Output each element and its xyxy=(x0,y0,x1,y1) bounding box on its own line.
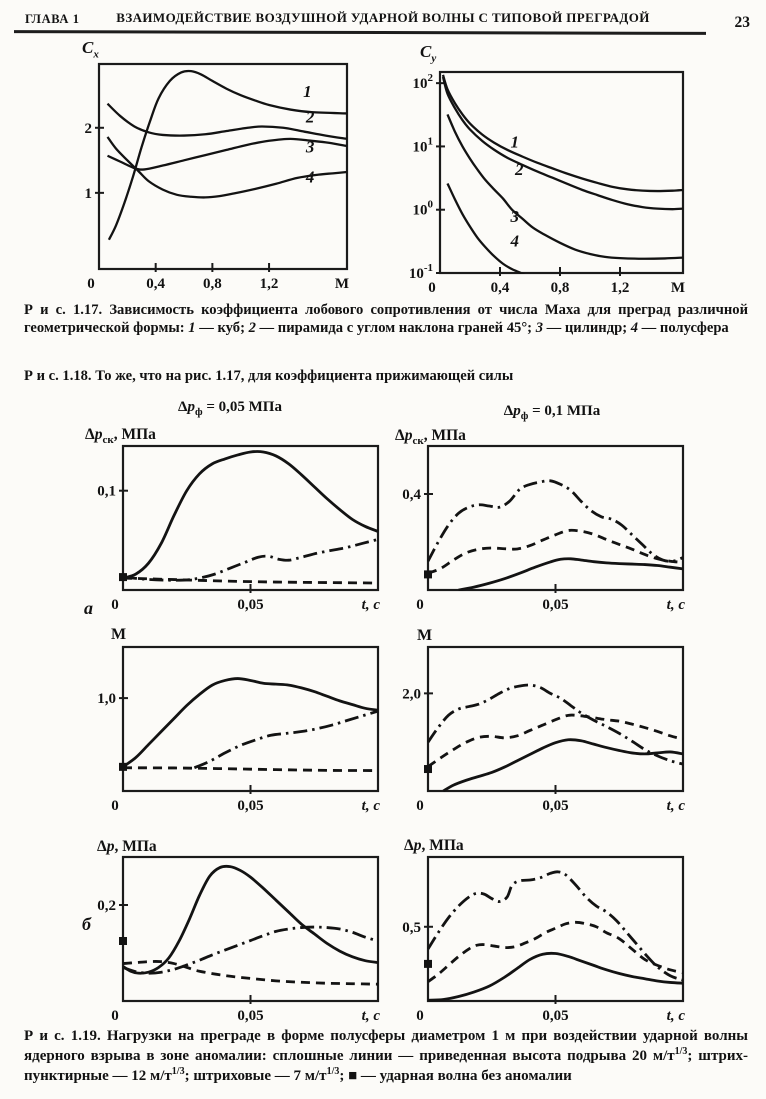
svg-text:101: 101 xyxy=(413,135,434,155)
svg-text:4: 4 xyxy=(305,167,315,186)
svg-text:0,1: 0,1 xyxy=(97,484,116,500)
svg-text:t, с: t, с xyxy=(362,798,381,814)
column-header-dpf-01: Δpф = 0,1 МПа xyxy=(503,403,601,422)
caption-fig-1-19: Р и с. 1.19. Нагрузки на преграде в форм… xyxy=(24,1028,748,1084)
svg-text:100: 100 xyxy=(413,199,434,219)
panel-label-a: а xyxy=(84,598,93,618)
svg-text:0,05: 0,05 xyxy=(237,1008,263,1024)
svg-text:0: 0 xyxy=(111,798,119,814)
svg-text:0,2: 0,2 xyxy=(97,898,116,914)
svg-text:10-1: 10-1 xyxy=(409,262,433,282)
caption-fig-1-17: Р и с. 1.17. Зависимость коэффициента ло… xyxy=(24,302,748,336)
chart-cy-vs-mach: 102 101 100 10-1 0,4 0,8 1,2 0 М 1 2 3 4 xyxy=(398,45,693,303)
svg-text:М: М xyxy=(671,280,685,296)
panel-label-b: б xyxy=(82,914,91,934)
svg-text:2: 2 xyxy=(85,121,93,137)
svg-text:0: 0 xyxy=(111,597,119,613)
psk-axis-label-right: Δpск, МПа xyxy=(395,427,466,448)
svg-text:0,05: 0,05 xyxy=(542,597,568,613)
svg-text:t, с: t, с xyxy=(667,597,686,613)
svg-text:t, с: t, с xyxy=(362,1008,381,1024)
running-title: ВЗАИМОДЕЙСТВИЕ ВОЗДУШНОЙ УДАРНОЙ ВОЛНЫ С… xyxy=(116,10,650,25)
svg-text:0,4: 0,4 xyxy=(491,280,510,296)
svg-text:t, с: t, с xyxy=(667,798,686,814)
chart-dp-01: 0,5 0,05 0 t, с xyxy=(390,843,690,1025)
svg-text:1,2: 1,2 xyxy=(260,276,279,292)
svg-text:2,0: 2,0 xyxy=(402,686,421,702)
page-number: 23 xyxy=(734,14,751,31)
svg-text:3: 3 xyxy=(510,207,520,226)
svg-text:t, с: t, с xyxy=(667,1008,686,1024)
svg-text:М: М xyxy=(335,276,349,292)
svg-text:1: 1 xyxy=(303,82,312,101)
svg-text:4: 4 xyxy=(510,232,520,251)
header-rule xyxy=(13,30,707,35)
cx-axis-label: Cx xyxy=(82,38,99,61)
svg-text:1,0: 1,0 xyxy=(97,691,116,707)
caption-fig-1-18: Р и с. 1.18. То же, что на рис. 1.17, дл… xyxy=(24,368,514,384)
svg-text:102: 102 xyxy=(413,72,434,92)
svg-text:0,8: 0,8 xyxy=(203,276,222,292)
chapter-label: ГЛАВА 1 xyxy=(25,12,80,26)
chart-dp-005: 0,2 0,05 0 t, с xyxy=(85,843,385,1025)
svg-text:1: 1 xyxy=(511,133,520,152)
chart-psk-01: 0,4 0,05 0 t, с xyxy=(390,432,690,614)
svg-text:0: 0 xyxy=(87,276,95,292)
chart-mach-005: 1,0 0,05 0 t, с xyxy=(85,633,385,815)
mach-axis-label-right: М xyxy=(417,627,433,644)
cy-axis-label: Cy xyxy=(420,42,437,65)
svg-text:0,4: 0,4 xyxy=(402,487,421,503)
svg-text:3: 3 xyxy=(305,138,315,157)
chart-psk-005: 0,1 0,05 0 t, с xyxy=(85,432,385,614)
chart-mach-01: 2,0 0,05 0 t, с xyxy=(390,633,690,815)
svg-text:0: 0 xyxy=(428,280,436,296)
svg-text:0: 0 xyxy=(111,1008,119,1024)
svg-text:0,4: 0,4 xyxy=(146,276,165,292)
svg-text:0,05: 0,05 xyxy=(542,1008,568,1024)
svg-text:0,05: 0,05 xyxy=(542,798,568,814)
column-header-dpf-005: Δpф = 0,05 МПа xyxy=(178,399,282,418)
svg-text:0,5: 0,5 xyxy=(402,920,421,936)
psk-axis-label-left: Δpск, МПа xyxy=(85,426,156,447)
svg-text:2: 2 xyxy=(514,160,524,179)
chart-cx-vs-mach: 1 2 0,4 0,8 1,2 0 М 1 2 3 4 xyxy=(55,38,360,298)
dp-axis-label-left: Δp, МПа xyxy=(97,838,157,855)
mach-axis-label-left: М xyxy=(111,626,127,643)
svg-text:t, с: t, с xyxy=(362,597,381,613)
svg-text:0: 0 xyxy=(416,1008,424,1024)
svg-text:2: 2 xyxy=(305,108,315,127)
dp-axis-label-right: Δp, МПа xyxy=(404,837,464,854)
svg-text:0: 0 xyxy=(416,597,424,613)
svg-text:0,8: 0,8 xyxy=(551,280,570,296)
svg-text:1: 1 xyxy=(85,186,93,202)
svg-text:0,05: 0,05 xyxy=(237,798,263,814)
svg-text:0,05: 0,05 xyxy=(237,597,263,613)
svg-text:0: 0 xyxy=(416,798,424,814)
svg-text:1,2: 1,2 xyxy=(611,280,630,296)
